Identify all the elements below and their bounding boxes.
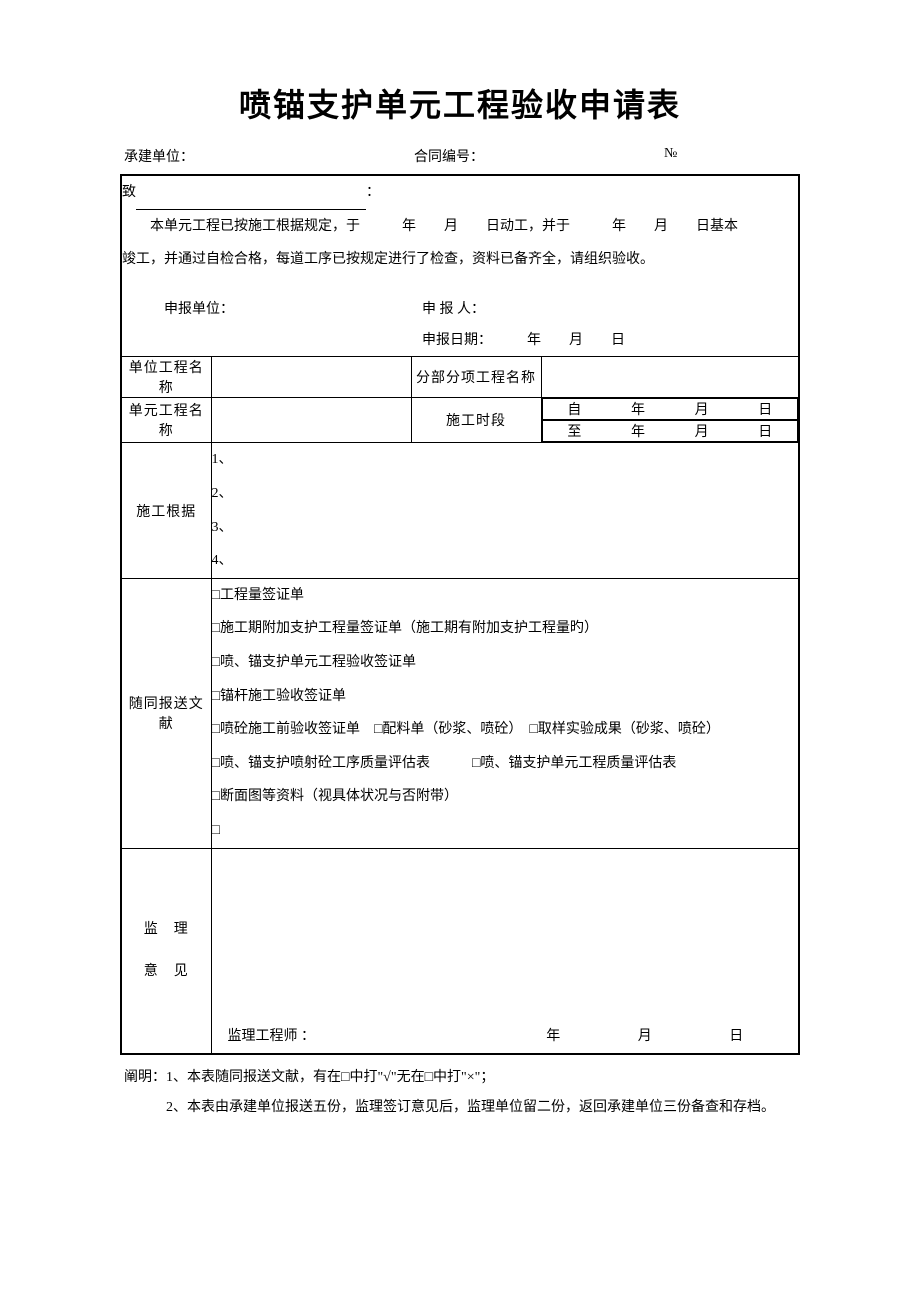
applicant-label: 申 报 人： [422,295,798,326]
label-cell-proj: 单元工程名称 [121,398,211,443]
doc-line: □ [212,814,799,848]
doc-line: □断面图等资料（视具体状况与否附带） [212,780,799,814]
page-title: 喷锚支护单元工程验收申请表 [120,80,800,126]
applicant-unit-label: 申报单位： [122,295,422,326]
sign-block: 申报单位： 申 报 人： 申报日期： 年 月 日 [122,295,798,357]
doc-line: □锚杆施工验收签证单 [212,680,799,714]
intro-line-1: 本单元工程已按施工根据规定，于 年 月 日动工，并于 年 月 日基本 [122,210,798,244]
row-unit-proj: 单位工程名称 分部分项工程名称 [121,357,799,398]
supervisor-label: 监理工程师 ： [228,1025,508,1045]
label-basis: 施工根据 [121,443,211,578]
contract-no-label: 合同编号： [414,146,664,166]
label-opinion: 监 理 意 见 [121,848,211,1054]
intro-line-2: 竣工，并通过自检合格，每道工序已按规定进行了检查，资料已备齐全，请组织验收。 [122,243,798,277]
row-basis: 施工根据 1、 2、 3、 4、 [121,443,799,578]
row-docs: 随同报送文献 □工程量签证单 □施工期附加支护工程量签证单（施工期有附加支护工程… [121,578,799,848]
note-2: 2、本表由承建单位报送五份，监理签订意见后，监理单位留二份，返回承建单位三份备查… [124,1093,796,1124]
label-period: 施工时段 [411,398,541,443]
notes: 阐明：1、本表随同报送文献，有在□中打"√"无在□中打"×"； 2、本表由承建单… [120,1055,800,1125]
period-to: 至年月日 [542,420,799,442]
val-unit-proj [211,357,411,398]
val-cell-proj [211,398,411,443]
label-docs: 随同报送文献 [121,578,211,848]
intro-row: 致： 本单元工程已按施工根据规定，于 年 月 日动工，并于 年 月 日基本 竣工… [121,175,799,357]
doc-line: □施工期附加支护工程量签证单（施工期有附加支护工程量旳） [212,612,799,646]
header-line: 承建单位： 合同编号： № [120,146,800,166]
opinion-sign-line: 监理工程师 ： 年月日 [228,1025,783,1045]
basis-content: 1、 2、 3、 4、 [211,443,799,578]
apply-date: 申报日期： 年 月 日 [422,326,798,357]
basis-item: 2、 [212,477,799,511]
label-sub-proj: 分部分项工程名称 [411,357,541,398]
label-unit-proj: 单位工程名称 [121,357,211,398]
docs-content: □工程量签证单 □施工期附加支护工程量签证单（施工期有附加支护工程量旳） □喷、… [211,578,799,848]
basis-item: 4、 [212,544,799,578]
doc-line: □工程量签证单 [212,579,799,613]
row-opinion: 监 理 意 见 监理工程师 ： 年月日 [121,848,799,1054]
contractor-label: 承建单位： [124,146,414,166]
val-sub-proj [541,357,799,398]
basis-item: 1、 [212,443,799,477]
row-cell-proj-1: 单元工程名称 施工时段 自年月日 [121,398,799,421]
doc-line: □喷、锚支护单元工程验收签证单 [212,646,799,680]
basis-item: 3、 [212,511,799,545]
note-1: 阐明：1、本表随同报送文献，有在□中打"√"无在□中打"×"； [124,1063,796,1094]
doc-line: □喷、锚支护喷射砼工序质量评估表 □喷、锚支护单元工程质量评估表 [212,747,799,781]
doc-line: □喷砼施工前验收签证单 □配料单（砂浆、喷砼） □取样实验成果（砂浆、喷砼） [212,713,799,747]
opinion-content: 监理工程师 ： 年月日 [211,848,799,1054]
intro-line-to: 致： [122,176,798,210]
period-from: 自年月日 [542,398,799,420]
form-table: 致： 本单元工程已按施工根据规定，于 年 月 日动工，并于 年 月 日基本 竣工… [120,174,800,1055]
no-label: № [664,146,796,166]
